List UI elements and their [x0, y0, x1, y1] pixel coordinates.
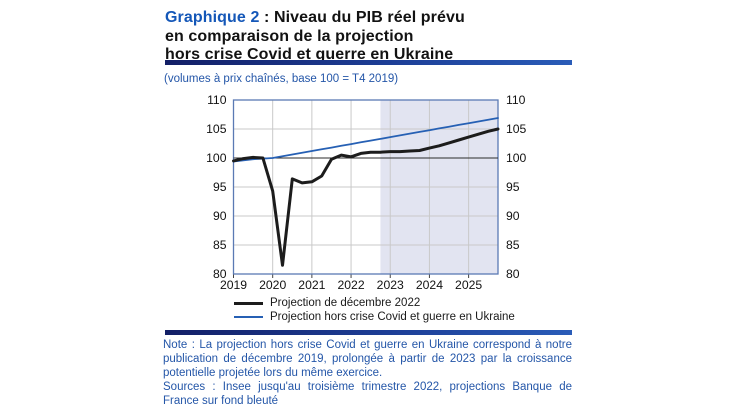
svg-text:90: 90	[213, 209, 227, 223]
chart-legend: Projection de décembre 2022 Projection h…	[234, 296, 515, 324]
svg-text:2020: 2020	[259, 278, 286, 292]
title-divider-bar	[165, 60, 572, 65]
x-axis-ticks	[233, 274, 470, 278]
svg-text:110: 110	[506, 93, 526, 107]
title-highlight: Graphique 2	[165, 9, 260, 26]
svg-text:2025: 2025	[455, 278, 482, 292]
figure-container: Graphique 2 : Niveau du PIB réel prévu en…	[163, 0, 572, 410]
svg-text:100: 100	[506, 151, 527, 165]
svg-text:90: 90	[506, 209, 520, 223]
svg-text:2023: 2023	[377, 278, 404, 292]
chart-unit-subtitle: (volumes à prix chaînés, base 100 = T4 2…	[164, 73, 399, 85]
figure-title: Graphique 2 : Niveau du PIB réel prévu en…	[165, 9, 465, 65]
series-line-1	[232, 117, 499, 163]
svg-text:2019: 2019	[220, 278, 247, 292]
x-axis-labels: 2019 2020 2021 2022 2023 2024 2025	[220, 278, 482, 292]
note-text: Note : La projection hors crise Covid et…	[163, 339, 572, 379]
figure-notes: Note : La projection hors crise Covid et…	[163, 339, 572, 409]
series-line-0	[232, 127, 500, 267]
legend-line-swatch-black	[234, 301, 263, 305]
title-line2: en comparaison de la projection	[165, 27, 414, 45]
title-line3: hors crise Covid et guerre en Ukraine	[165, 46, 454, 63]
plot-frame	[232, 99, 499, 275]
svg-text:100: 100	[206, 151, 227, 165]
svg-text:85: 85	[506, 238, 520, 252]
legend-item-projection-dec-2022: Projection de décembre 2022	[234, 296, 515, 310]
legend-line-swatch-blue	[234, 316, 263, 318]
footer-divider-bar	[165, 330, 572, 335]
svg-text:95: 95	[213, 180, 227, 194]
svg-text:85: 85	[213, 238, 227, 252]
svg-text:95: 95	[506, 180, 520, 194]
svg-text:105: 105	[506, 122, 527, 136]
gdp-line-chart: 80 80 85 85 90 90 95 95 100 100 105 105 110 110 2019 20…	[165, 92, 572, 294]
svg-text:2022: 2022	[337, 278, 364, 292]
legend-item-projection-hors-crise: Projection hors crise Covid et guerre en…	[234, 310, 515, 324]
svg-text:80: 80	[213, 267, 227, 281]
title-line1: : Niveau du PIB réel prévu	[259, 9, 465, 26]
legend-label: Projection de décembre 2022	[270, 297, 421, 309]
y-axis-labels: 80 80 85 85 90 90 95 95 100 100 105 105 110 110	[206, 93, 526, 281]
svg-text:80: 80	[506, 267, 520, 281]
sources-text: Sources : Insee jusqu'au troisième trime…	[163, 380, 572, 407]
svg-text:2024: 2024	[416, 278, 443, 292]
legend-label: Projection hors crise Covid et guerre en…	[270, 311, 515, 323]
svg-text:110: 110	[207, 93, 227, 107]
svg-text:105: 105	[206, 122, 227, 136]
svg-text:2021: 2021	[298, 278, 325, 292]
